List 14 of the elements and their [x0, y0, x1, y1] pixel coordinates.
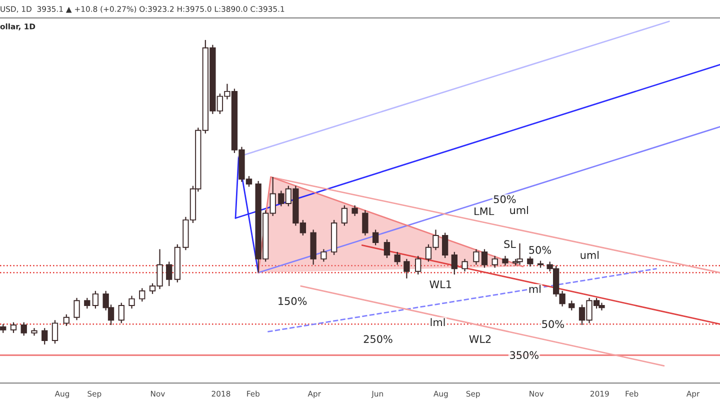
annotation: uml: [510, 206, 528, 214]
annotation: LML: [474, 207, 494, 216]
annotation: WL2: [469, 335, 491, 343]
annotation: SL: [504, 240, 516, 248]
annotation: 50%: [542, 320, 564, 328]
annotation: 150%: [278, 297, 307, 306]
annotation: 250%: [364, 335, 392, 343]
annotation: lml: [430, 318, 445, 326]
annotation: WL1: [430, 280, 452, 288]
text: 350%: [510, 351, 538, 360]
annotation: uml: [580, 250, 599, 260]
annotation: 50%: [494, 195, 516, 204]
annotation: 50%: [529, 246, 551, 254]
annotation: ml: [529, 284, 541, 293]
